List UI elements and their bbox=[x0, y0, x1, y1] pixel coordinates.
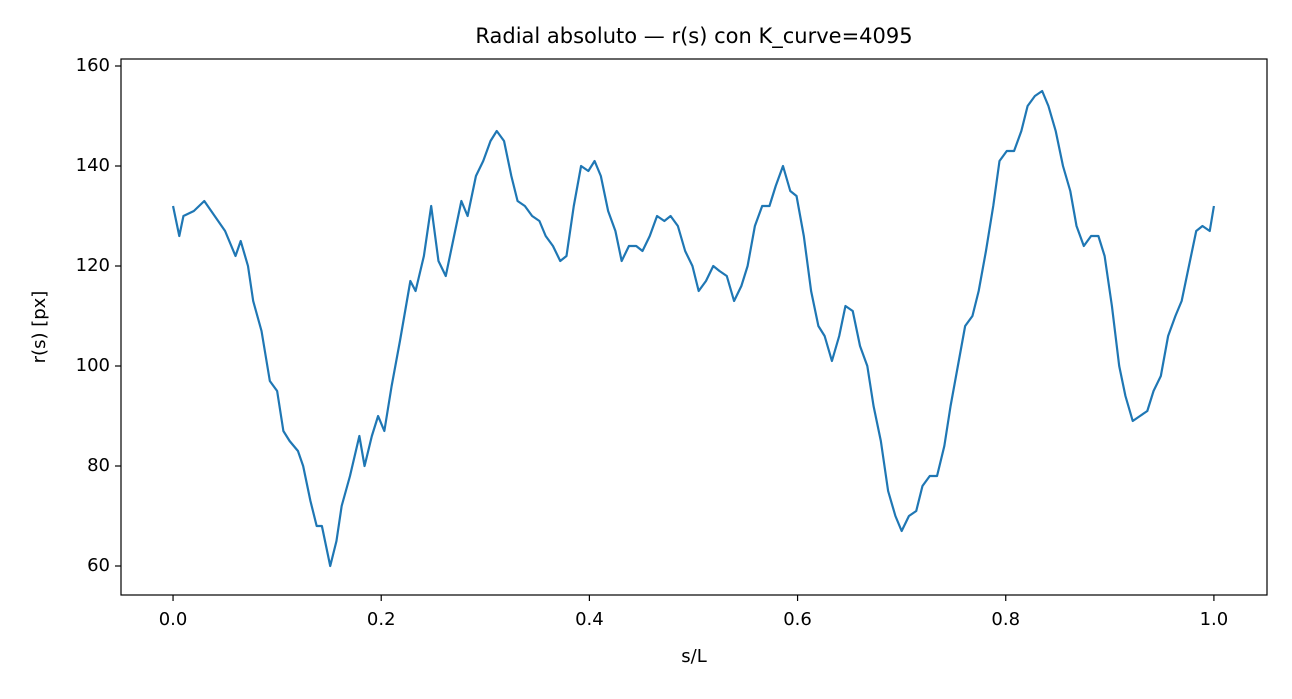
x-tick-label: 0.6 bbox=[783, 609, 812, 630]
x-tick-label: 0.2 bbox=[367, 609, 396, 630]
x-axis-label: s/L bbox=[681, 646, 706, 667]
chart-title: Radial absoluto — r(s) con K_curve=4095 bbox=[475, 24, 912, 49]
x-tick-label: 0.8 bbox=[991, 609, 1020, 630]
x-tick-label: 1.0 bbox=[1200, 609, 1229, 630]
y-axis-label: r(s) [px] bbox=[29, 291, 50, 364]
y-tick-label: 60 bbox=[87, 555, 110, 576]
data-line bbox=[171, 89, 1216, 568]
plot-frame bbox=[120, 58, 1268, 596]
x-tick-label: 0.4 bbox=[575, 609, 604, 630]
y-tick-label: 140 bbox=[76, 155, 110, 176]
y-tick-label: 160 bbox=[76, 55, 110, 76]
y-tick-label: 80 bbox=[87, 455, 110, 476]
y-tick-label: 100 bbox=[76, 355, 110, 376]
x-tick-label: 0.0 bbox=[159, 609, 188, 630]
y-tick-label: 120 bbox=[76, 255, 110, 276]
